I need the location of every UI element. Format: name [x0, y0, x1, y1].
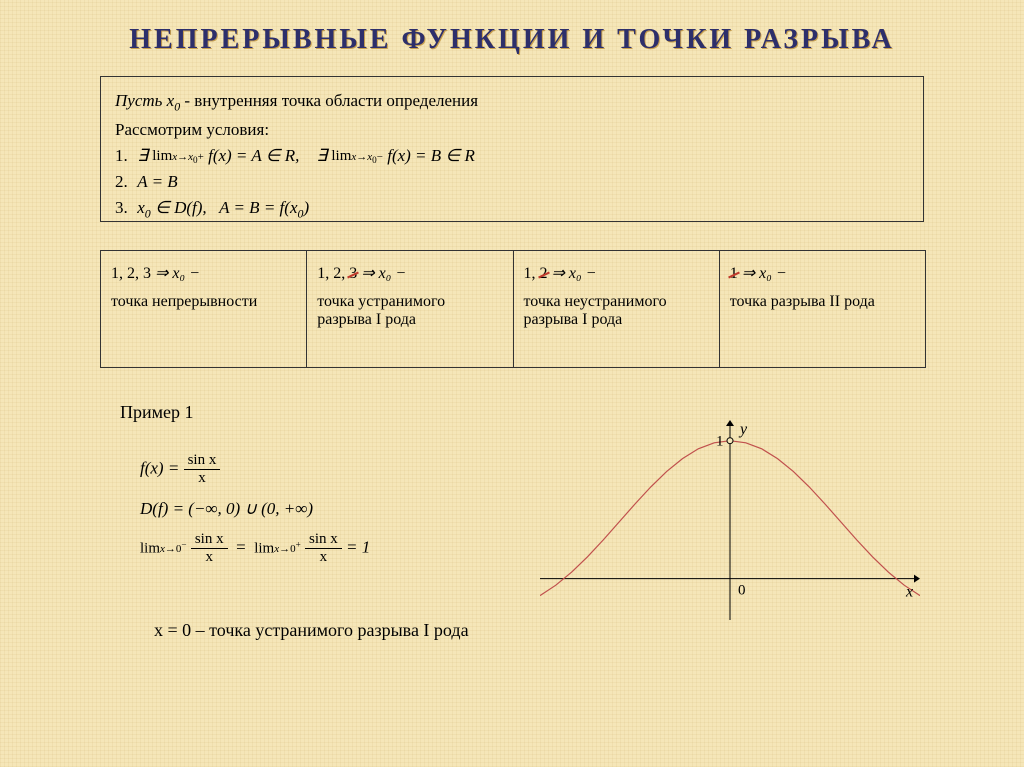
f-den: x	[184, 470, 221, 487]
page-title: НЕПРЕРЫВНЫЕ ФУНКЦИИ И ТОЧКИ РАЗРЫВА	[0, 24, 1024, 56]
cell-cond-pre: 1,	[524, 265, 540, 282]
svg-text:0: 0	[738, 583, 746, 599]
cell-desc: точка неустранимого разрыва I рода	[524, 293, 709, 329]
f-num: sin x	[184, 452, 221, 470]
strike-icon: 3	[349, 265, 357, 283]
table-cell: 1, 2 ⇒ x₀ − точка неустранимого разрыва …	[514, 251, 720, 367]
cell-cond-post: ⇒ x₀ −	[357, 265, 406, 282]
sinc-chart: y x 0 1	[540, 420, 920, 620]
lim-num: sin x	[305, 531, 342, 549]
cell-desc: точка разрыва II рода	[730, 293, 915, 311]
conditions-box: Пусть x0 - внутренняя точка области опре…	[100, 76, 924, 222]
example-label: Пример 1	[120, 402, 194, 423]
conditions-intro: Рассмотрим условия:	[115, 120, 909, 140]
cond3-num: 3.	[115, 198, 133, 218]
cell-desc: точка устранимого разрыва I рода	[317, 293, 502, 329]
svg-text:1: 1	[716, 434, 724, 450]
example-formulas: f(x) = sin xx D(f) = (−∞, 0) ∪ (0, +∞) l…	[140, 440, 500, 578]
lim-den: x	[305, 549, 342, 566]
lim-num: sin x	[191, 531, 228, 549]
cell-cond-post: ⇒ x₀ −	[548, 265, 597, 282]
table-cell: 1 ⇒ x₀ − точка разрыва II рода	[720, 251, 925, 367]
cond1-num: 1.	[115, 146, 133, 166]
domain-text: D(f) = (−∞, 0) ∪ (0, +∞)	[140, 499, 313, 518]
example-conclusion: x = 0 – точка устранимого разрыва I рода	[154, 620, 469, 641]
classification-table: 1, 2, 3 ⇒ x₀ − точка непрерывности 1, 2,…	[100, 250, 926, 368]
cell-cond-pre: 1, 2,	[317, 265, 349, 282]
cond2-num: 2.	[115, 172, 133, 192]
cell-cond-pre: 1, 2, 3	[111, 265, 151, 282]
svg-text:y: y	[738, 421, 748, 438]
cell-cond-post: ⇒ x₀ −	[151, 265, 200, 282]
strike-icon: 1	[730, 265, 738, 283]
cell-desc: точка непрерывности	[111, 293, 296, 311]
table-cell: 1, 2, 3 ⇒ x₀ − точка непрерывности	[101, 251, 307, 367]
cond2-text: A = B	[137, 172, 177, 191]
lim-result: = 1	[346, 537, 370, 556]
table-cell: 1, 2, 3 ⇒ x₀ − точка устранимого разрыва…	[307, 251, 513, 367]
cell-cond-post: ⇒ x₀ −	[738, 265, 787, 282]
svg-text:x: x	[905, 584, 913, 601]
lim-den: x	[191, 549, 228, 566]
f-lhs: f(x) =	[140, 458, 179, 477]
strike-icon: 2	[540, 265, 548, 283]
